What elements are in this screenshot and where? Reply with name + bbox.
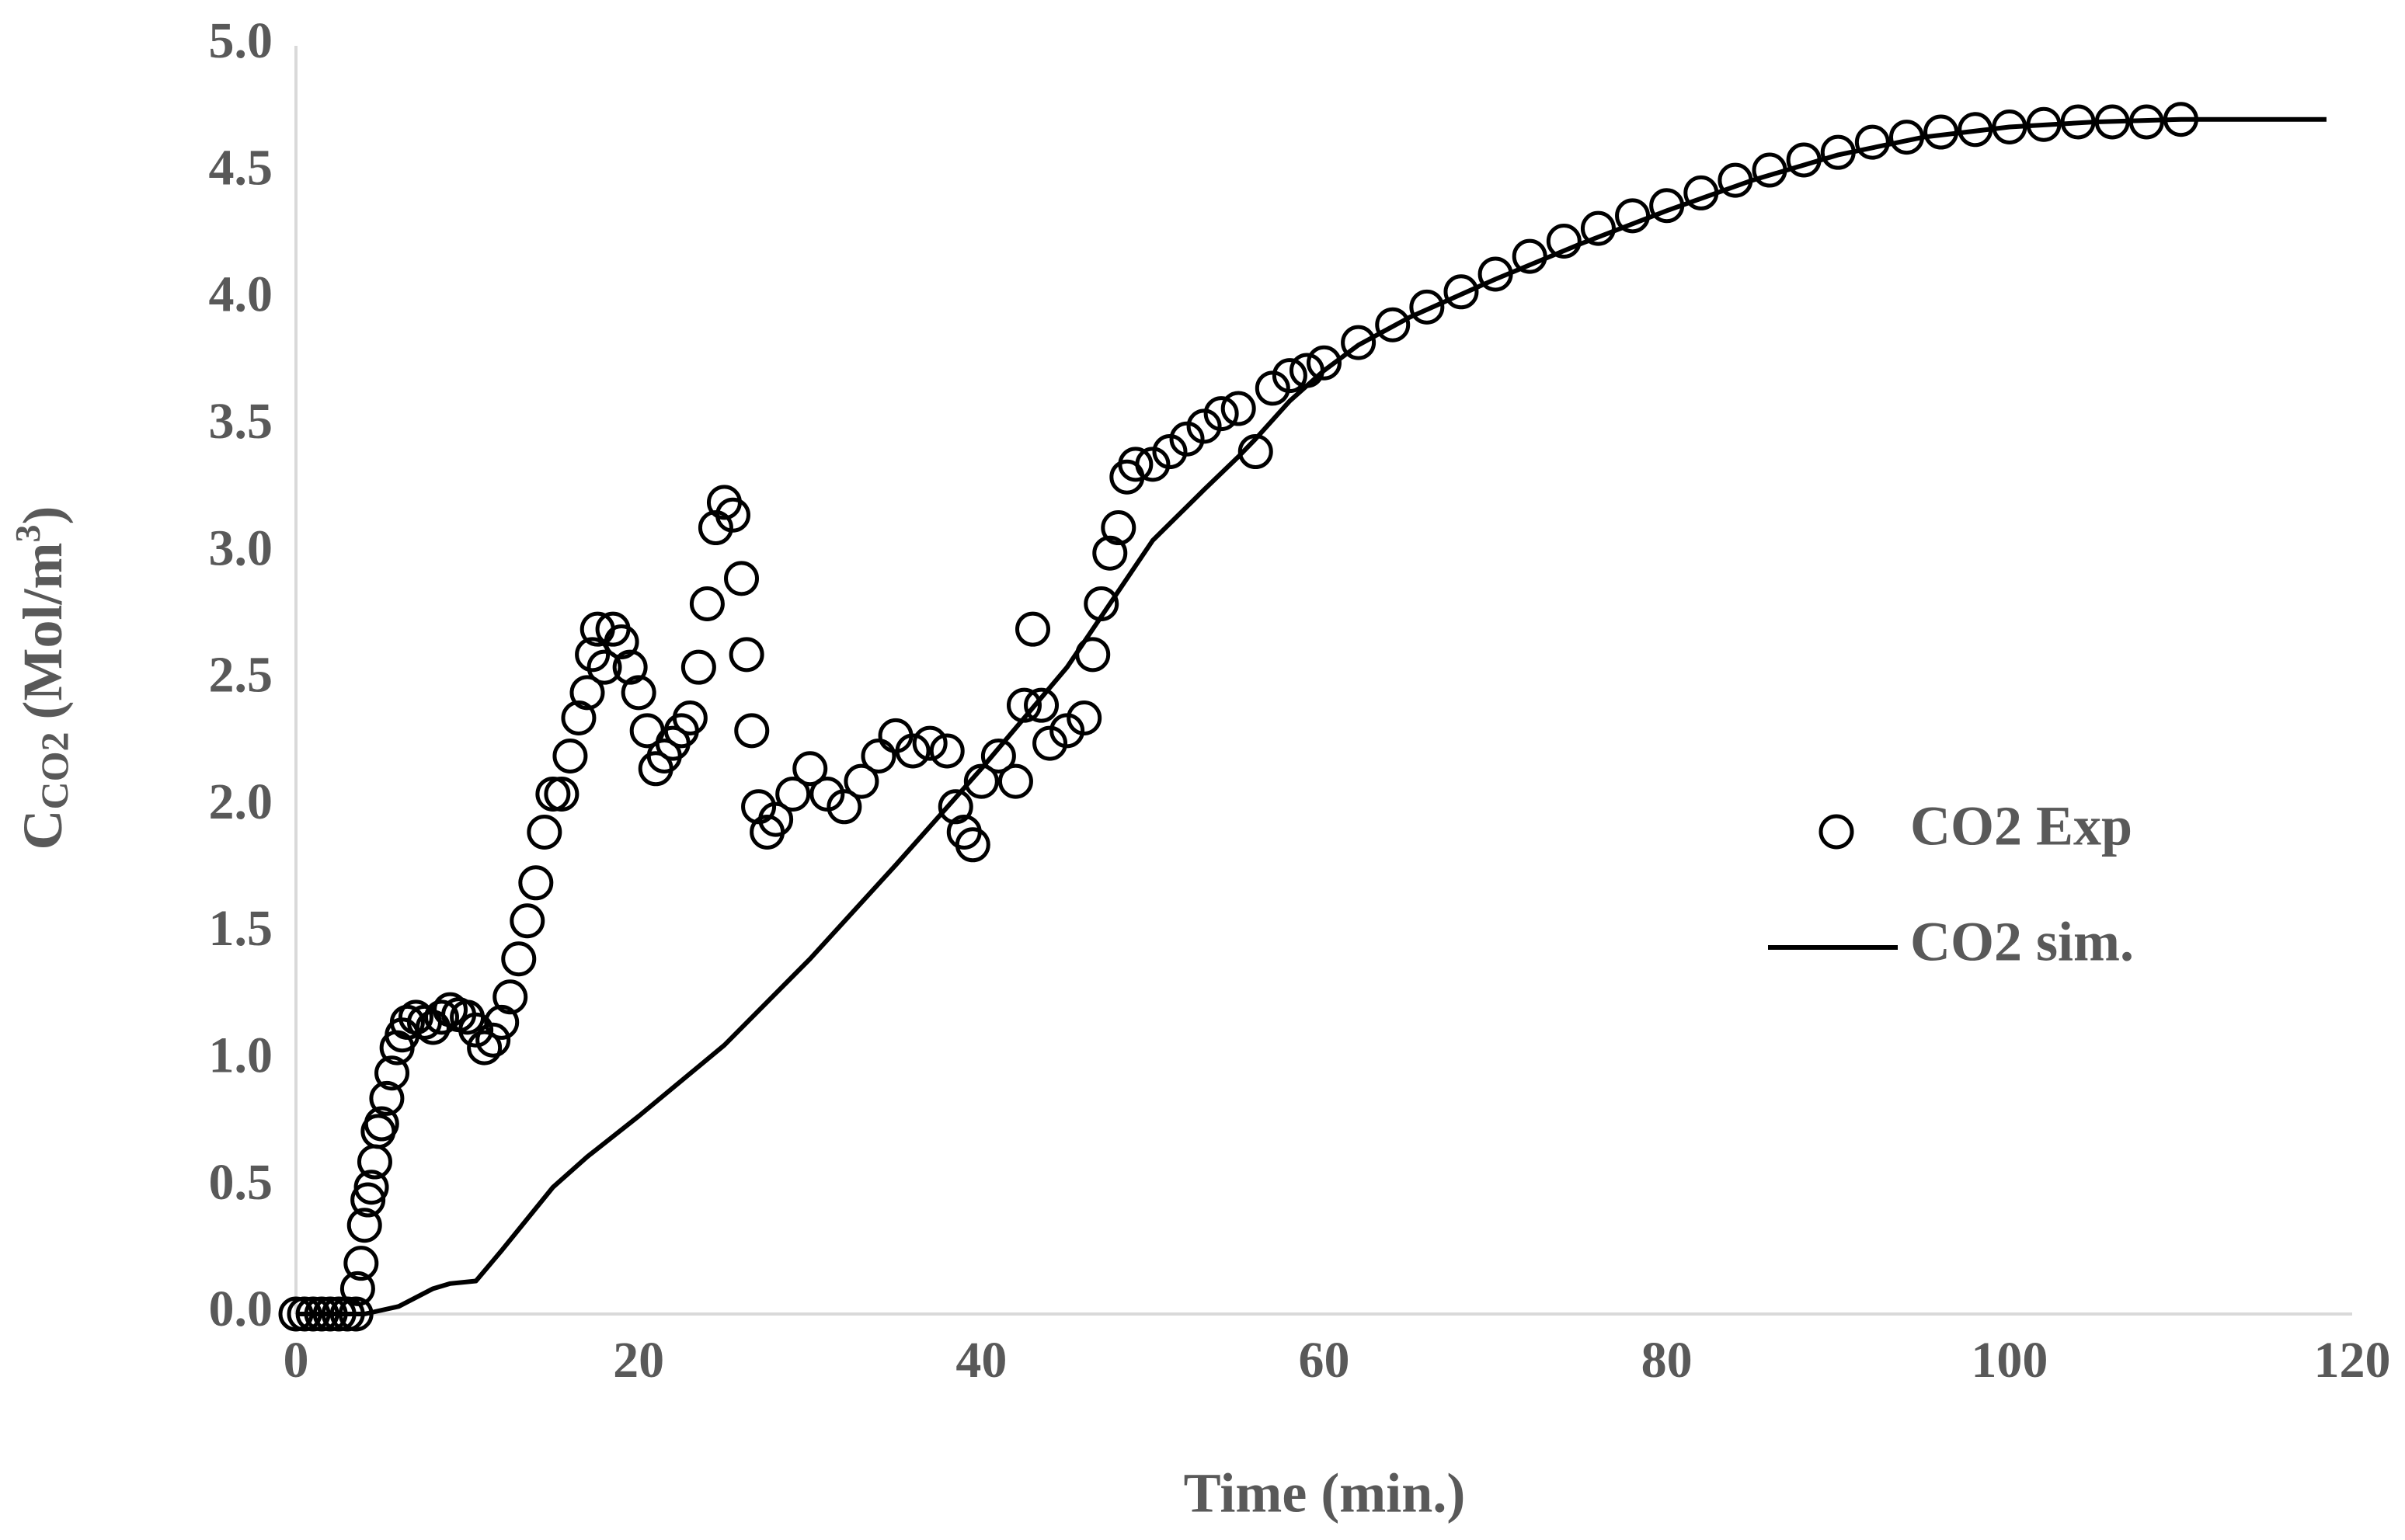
data-point — [612, 649, 648, 685]
data-point — [535, 776, 571, 812]
data-point — [715, 497, 750, 533]
y-tick-label: 1.5 — [209, 900, 273, 957]
data-point — [827, 789, 862, 825]
data-point — [1443, 274, 1479, 310]
data-point — [423, 999, 459, 1035]
data-point — [544, 776, 579, 812]
y-label-sub: CO2 — [33, 732, 76, 809]
data-point — [604, 624, 639, 660]
y-label-end: ) — [12, 506, 74, 525]
data-point — [586, 649, 622, 685]
x-tick-label: 60 — [1299, 1332, 1350, 1389]
data-point — [1546, 223, 1582, 259]
y-tick-label: 4.0 — [209, 266, 273, 323]
y-axis-title: CCO2 (Mol/m3) — [8, 506, 77, 850]
data-point — [353, 1170, 389, 1205]
data-point — [475, 1022, 511, 1058]
legend-label: CO2 sim. — [1910, 911, 2134, 973]
data-point — [955, 827, 990, 863]
legend-label: CO2 Exp — [1910, 795, 2132, 857]
data-point — [734, 713, 770, 749]
legend-marker — [1819, 814, 1854, 850]
y-label-unit: (Mol/m — [12, 543, 74, 720]
data-point — [912, 725, 948, 761]
x-tick-label: 120 — [2314, 1332, 2391, 1389]
y-tick-label: 5.0 — [209, 12, 273, 69]
data-point — [621, 675, 656, 711]
data-point — [339, 1271, 375, 1306]
data-point — [501, 941, 537, 977]
data-point — [1375, 307, 1411, 342]
data-point — [1272, 358, 1307, 394]
y-label-sup: 3 — [8, 525, 47, 543]
data-point — [844, 763, 879, 799]
data-point — [1580, 210, 1616, 246]
data-point — [758, 801, 794, 837]
data-point — [861, 738, 896, 773]
data-point — [510, 903, 545, 939]
data-point — [552, 738, 588, 773]
data-point — [938, 789, 973, 825]
data-point — [364, 1106, 399, 1142]
data-point — [1024, 687, 1060, 723]
y-tick-label: 0.0 — [209, 1281, 273, 1337]
data-point — [389, 1004, 425, 1040]
y-tick-label: 0.5 — [209, 1154, 273, 1211]
y-tick-label: 2.0 — [209, 773, 273, 830]
data-point — [1092, 535, 1128, 571]
data-point — [980, 738, 1016, 773]
data-point — [1015, 611, 1051, 647]
x-tick-label: 80 — [1641, 1332, 1693, 1389]
x-tick-label: 100 — [1971, 1332, 2048, 1389]
data-point — [458, 1012, 494, 1048]
data-point — [775, 776, 811, 812]
x-axis-title: Time (min.) — [1184, 1462, 1466, 1524]
data-point — [792, 751, 828, 787]
data-point — [561, 700, 597, 735]
data-point — [350, 1182, 386, 1218]
x-tick-label: 20 — [613, 1332, 664, 1389]
data-point — [729, 637, 764, 673]
data-point — [492, 979, 528, 1015]
y-tick-label: 2.5 — [209, 647, 273, 704]
data-point — [1101, 510, 1136, 546]
x-tick-label: 40 — [955, 1332, 1007, 1389]
data-point — [1220, 391, 1256, 426]
data-point — [1854, 124, 1890, 160]
data-point — [369, 1080, 405, 1116]
data-point — [929, 733, 965, 769]
x-tick-label: 0 — [284, 1332, 309, 1389]
data-point — [997, 763, 1033, 799]
data-point — [895, 733, 931, 769]
data-point — [374, 1055, 410, 1091]
data-point — [1341, 325, 1377, 360]
data-point — [527, 814, 562, 850]
data-point — [689, 586, 725, 622]
data-point — [518, 865, 554, 901]
y-label-base: C — [12, 809, 74, 850]
y-tick-label: 3.5 — [209, 393, 273, 450]
data-point — [724, 561, 760, 596]
data-point — [1409, 289, 1445, 325]
data-point — [672, 700, 708, 735]
data-point — [1203, 396, 1239, 432]
data-point — [433, 992, 468, 1027]
data-point — [1118, 447, 1154, 482]
data-point — [467, 1030, 503, 1065]
y-tick-label: 3.0 — [209, 520, 273, 576]
data-point — [569, 675, 605, 711]
data-point — [680, 649, 716, 685]
data-point — [575, 637, 611, 673]
data-point — [484, 1004, 520, 1040]
y-tick-label: 4.5 — [209, 139, 273, 196]
data-line — [296, 116, 2327, 1316]
data-point — [343, 1246, 379, 1281]
data-point — [1067, 700, 1102, 735]
data-point — [346, 1208, 382, 1243]
data-point — [1307, 345, 1342, 381]
data-point — [398, 999, 433, 1035]
y-tick-label: 1.0 — [209, 1027, 273, 1084]
